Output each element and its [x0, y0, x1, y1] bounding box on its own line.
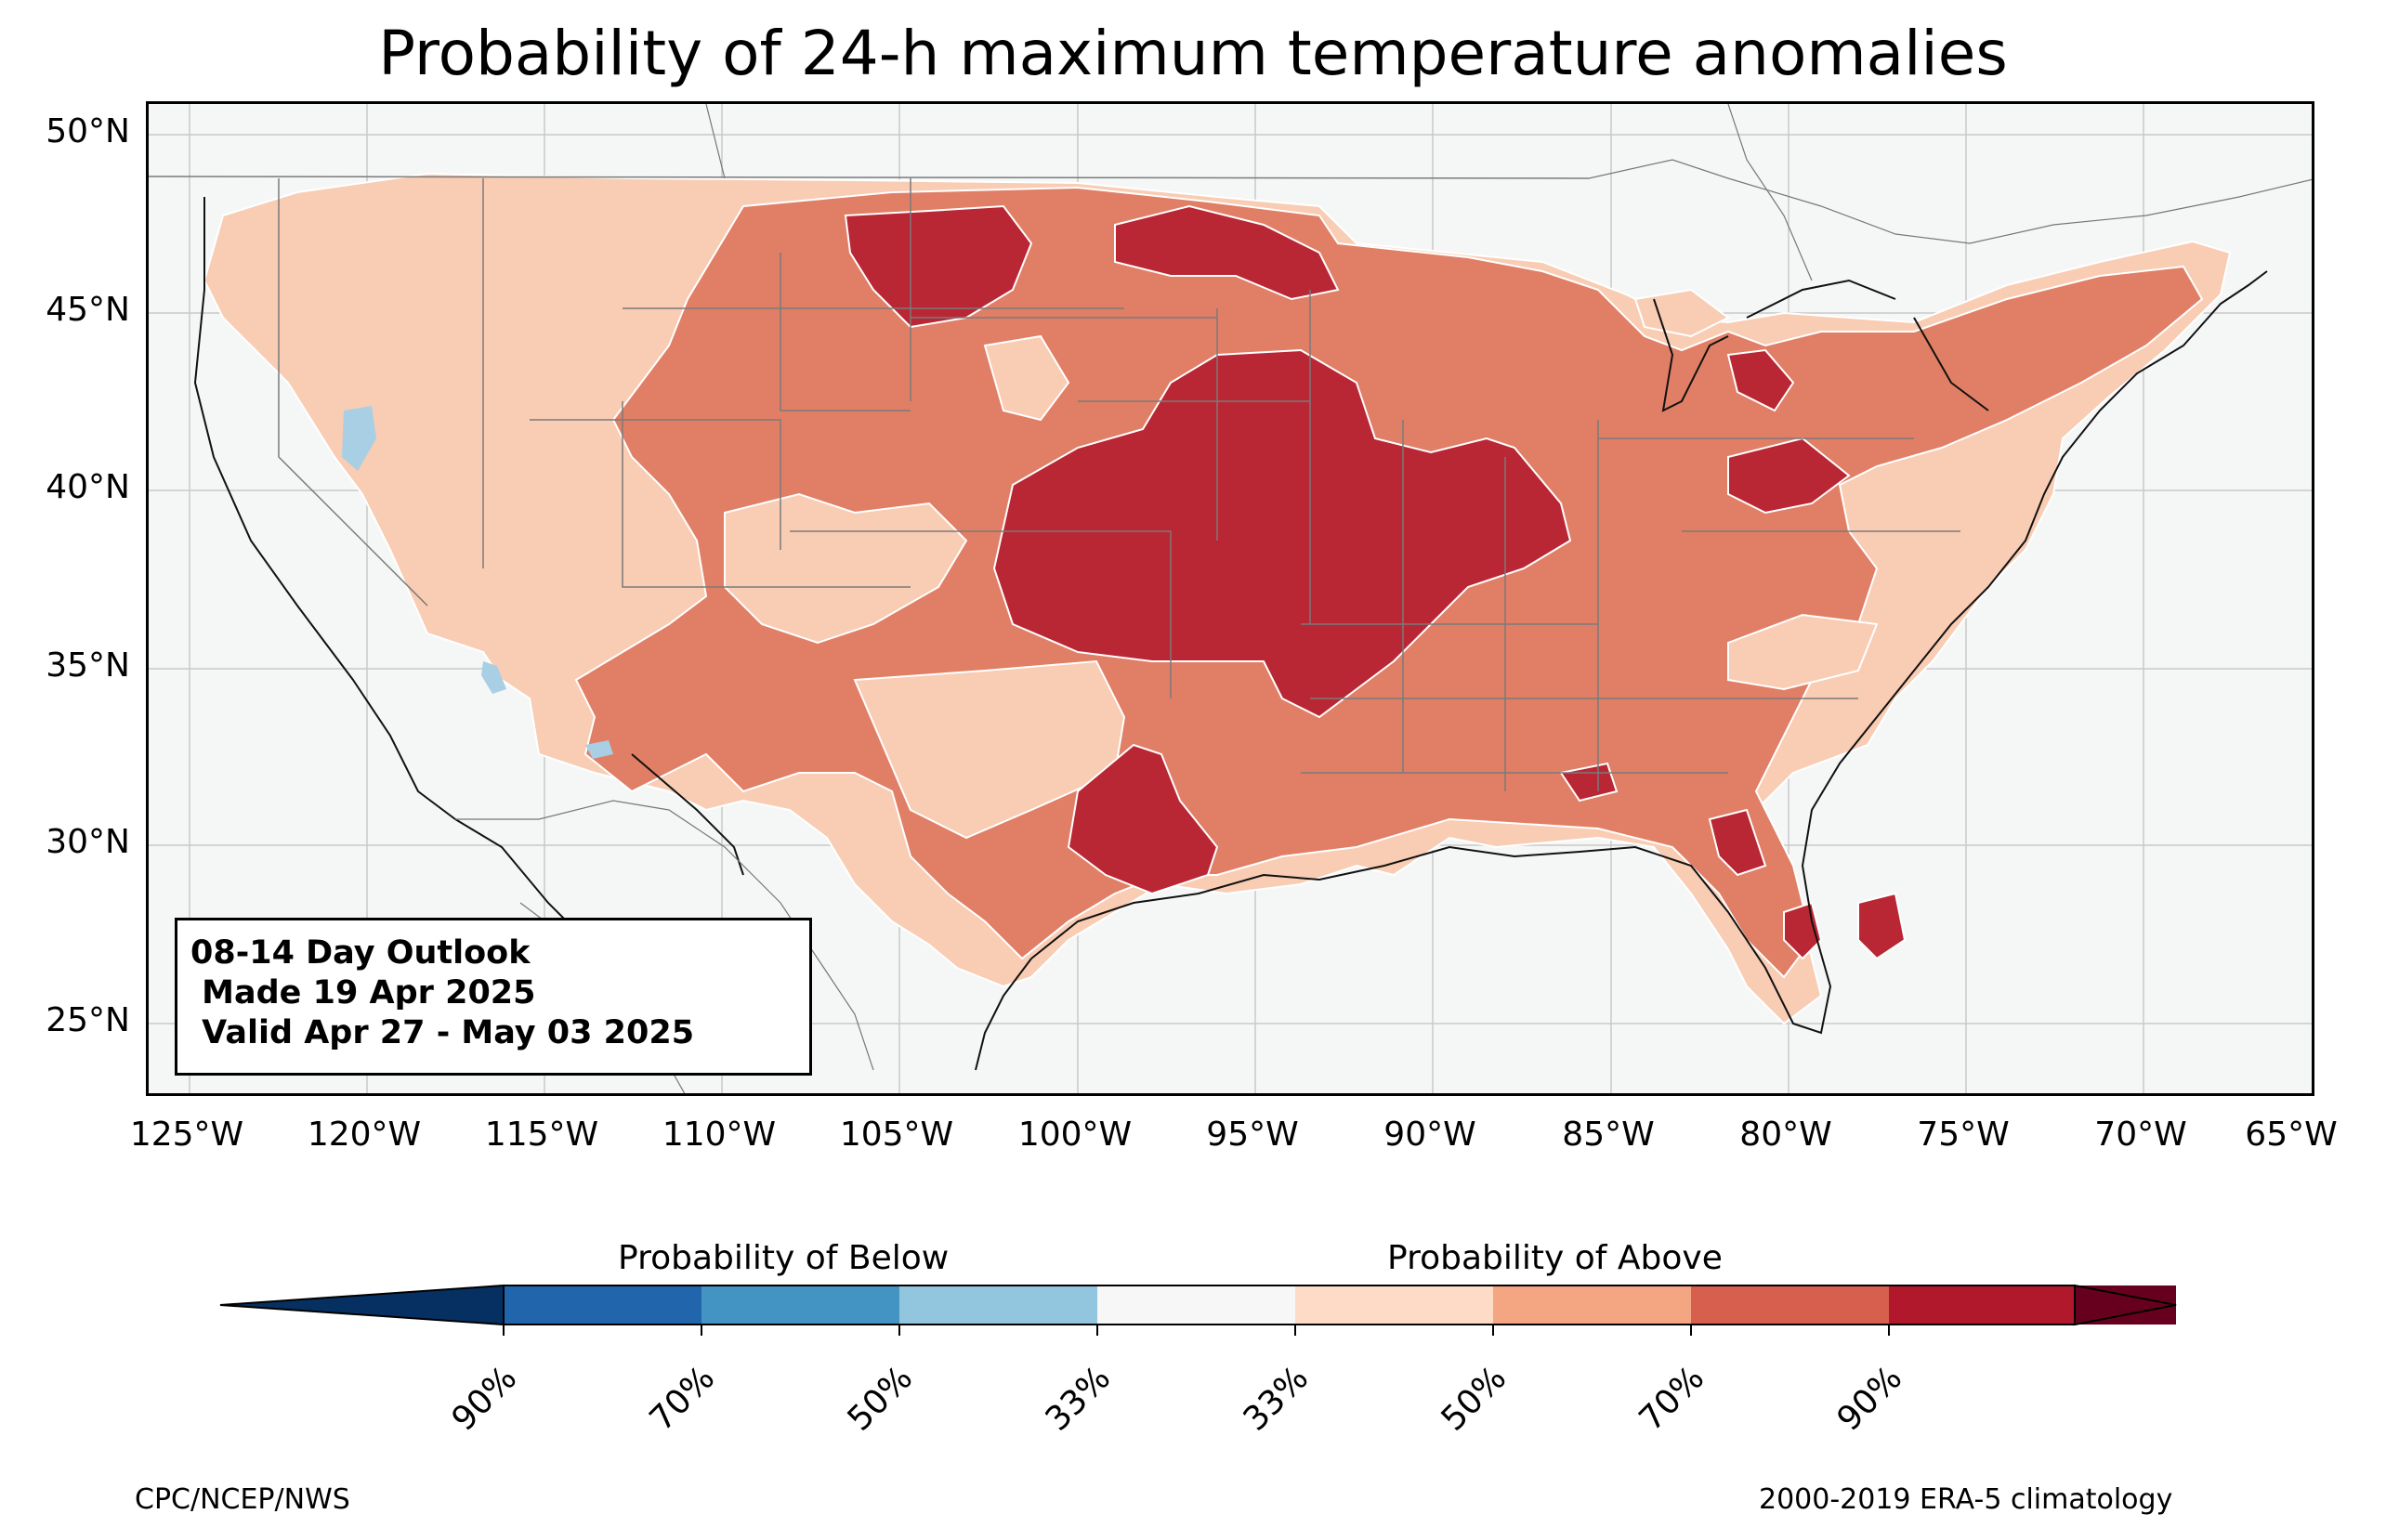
lat-label: 25°N — [46, 1001, 130, 1039]
colorbar-tick-label: 33% — [1236, 1359, 1317, 1439]
colorbar-above-title: Probability of Above — [1387, 1239, 1723, 1277]
above-33-island — [1727, 613, 1879, 691]
outlook-info-box: 08-14 Day Outlook Made 19 Apr 2025 Valid… — [175, 918, 812, 1076]
footer-climatology: 2000-2019 ERA-5 climatology — [1759, 1483, 2173, 1516]
above-70-region — [1114, 204, 1340, 301]
outlook-made-date: Made 19 Apr 2025 — [190, 974, 536, 1011]
lat-label: 50°N — [46, 112, 130, 150]
lon-label: 80°W — [1739, 1116, 1832, 1154]
colorbar-outline — [503, 1285, 2076, 1325]
lon-label: 100°W — [1017, 1116, 1133, 1154]
below-33-region — [481, 661, 506, 694]
lon-label: 120°W — [307, 1116, 422, 1154]
lon-label: 105°W — [839, 1116, 954, 1154]
lat-label: 40°N — [46, 468, 130, 506]
lon-label: 75°W — [1917, 1116, 2010, 1154]
colorbar-bin — [1691, 1286, 1889, 1325]
footer-source: CPC/NCEP/NWS — [135, 1483, 350, 1516]
colorbar-bin — [1493, 1286, 1691, 1325]
state-boundaries — [149, 176, 1960, 791]
above-70-region — [1708, 808, 1767, 877]
probability-map — [149, 104, 2312, 1093]
above-33-island — [1633, 288, 1730, 338]
colorbar-bin — [1889, 1286, 2075, 1325]
colorbar-bin — [504, 1286, 701, 1325]
colorbar-tick-label: 70% — [1632, 1359, 1712, 1439]
above-70-region — [1726, 348, 1795, 412]
above-70-region — [1067, 743, 1219, 895]
colorbar-extend-high — [2075, 1286, 2176, 1325]
outlook-period: 08-14 Day Outlook — [190, 934, 531, 972]
below-33-region — [342, 406, 376, 471]
colorbar-tick-label: 33% — [1038, 1359, 1119, 1439]
colorbar-bin — [1097, 1286, 1295, 1325]
lon-label: 90°W — [1383, 1116, 1476, 1154]
lon-label: 115°W — [484, 1116, 599, 1154]
colorbar-tick-label: 50% — [840, 1359, 921, 1439]
lon-label: 125°W — [129, 1116, 244, 1154]
lat-label: 30°N — [46, 823, 130, 861]
colorbar-tick-label: 50% — [1434, 1359, 1514, 1439]
above-33-island — [983, 334, 1070, 422]
colorbar-tick-label: 70% — [642, 1359, 723, 1439]
lon-label: 85°W — [1562, 1116, 1655, 1154]
colorbar-bin — [899, 1286, 1097, 1325]
lon-label: 95°W — [1206, 1116, 1299, 1154]
above-70-region — [844, 204, 1033, 329]
colorbar-below-title: Probability of Below — [618, 1239, 950, 1277]
below-33-region — [585, 740, 613, 759]
above-70-region — [1857, 892, 1907, 960]
lat-label: 45°N — [46, 291, 130, 329]
colorbar-tick-label: 90% — [1829, 1359, 1910, 1439]
above-70-region — [992, 348, 1572, 719]
lon-label: 70°W — [2094, 1116, 2187, 1154]
outlook-valid-range: Valid Apr 27 - May 03 2025 — [190, 1014, 695, 1051]
colorbar-extend-high-arrow — [2074, 1284, 2177, 1326]
coastlines — [193, 197, 2268, 1071]
lat-label: 35°N — [46, 646, 130, 685]
lon-label: 110°W — [662, 1116, 777, 1154]
colorbar-bin — [701, 1286, 899, 1325]
colorbar-tick-label: 90% — [444, 1359, 525, 1439]
lon-label: 65°W — [2245, 1116, 2338, 1154]
colorbar-bin — [1295, 1286, 1493, 1325]
map-title: Probability of 24-h maximum temperature … — [378, 18, 2008, 89]
colorbar-extend-high-tip — [2075, 1286, 2176, 1325]
colorbar-extend-low — [219, 1284, 505, 1326]
